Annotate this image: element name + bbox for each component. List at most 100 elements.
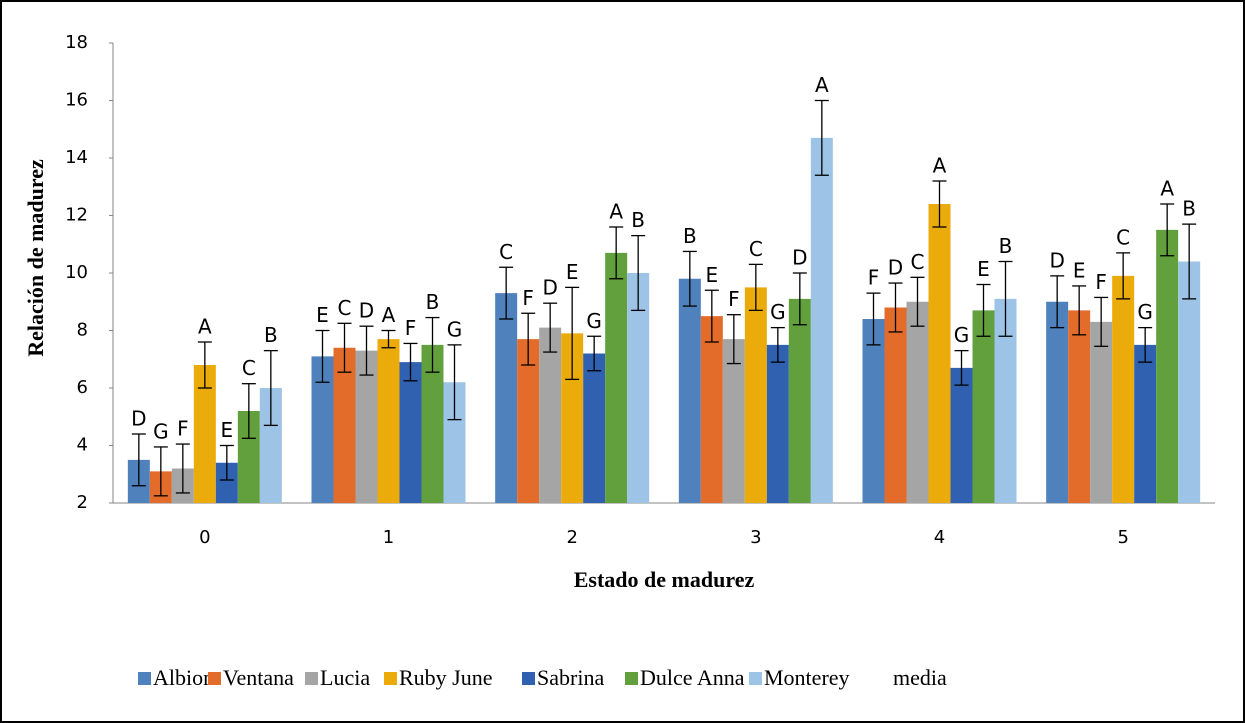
significance-letter: A xyxy=(609,200,623,224)
error-bar xyxy=(792,272,807,326)
error-bar xyxy=(447,344,462,421)
x-tick-label: 4 xyxy=(934,527,945,548)
error-bar xyxy=(1138,326,1153,363)
bar xyxy=(627,273,650,503)
x-tick-label: 2 xyxy=(566,527,577,548)
significance-letter: C xyxy=(499,240,513,264)
legend-label: Ruby June xyxy=(399,665,493,690)
error-bar xyxy=(954,349,969,386)
significance-letter: E xyxy=(316,303,329,327)
error-bar xyxy=(219,444,234,481)
significance-letter: C xyxy=(242,356,256,380)
error-bar xyxy=(565,286,580,381)
error-bar xyxy=(543,302,558,353)
y-axis-title: Relación de madurez xyxy=(23,159,48,357)
significance-letter: G xyxy=(1137,300,1153,324)
bar xyxy=(517,339,540,503)
y-tick-label: 12 xyxy=(65,205,88,226)
significance-letter: B xyxy=(264,323,278,347)
bar xyxy=(884,307,907,503)
error-bar xyxy=(910,276,925,327)
significance-letter: C xyxy=(338,296,352,320)
bar xyxy=(377,339,400,503)
bar xyxy=(862,319,885,503)
legend-swatch xyxy=(871,672,884,685)
error-bar xyxy=(976,283,991,337)
y-tick-label: 6 xyxy=(77,377,88,398)
error-bar xyxy=(337,322,352,373)
error-bar xyxy=(1050,275,1065,329)
error-bar xyxy=(315,329,330,383)
x-axis-title: Estado de madurez xyxy=(574,567,755,592)
legend-swatch xyxy=(305,672,318,685)
significance-letter: D xyxy=(131,407,146,431)
y-tick-label: 4 xyxy=(77,435,88,456)
error-bar xyxy=(609,226,624,280)
error-bar xyxy=(241,383,256,439)
significance-letter: G xyxy=(153,419,169,443)
bar xyxy=(1156,229,1179,503)
error-bar xyxy=(131,433,146,487)
significance-letter: D xyxy=(359,299,374,323)
error-bar xyxy=(1072,285,1087,336)
significance-letter: D xyxy=(542,276,557,300)
error-bar xyxy=(770,326,785,363)
significance-letter: G xyxy=(954,323,970,347)
legend-swatch xyxy=(522,672,535,685)
bar xyxy=(906,301,929,503)
error-bar xyxy=(1182,223,1197,300)
y-tick-label: 10 xyxy=(65,262,88,283)
legend-swatch xyxy=(749,672,762,685)
significance-letter: E xyxy=(221,418,234,442)
y-tick-label: 16 xyxy=(65,90,88,111)
bar xyxy=(1178,261,1201,503)
bar xyxy=(994,298,1017,503)
significance-letter: A xyxy=(933,154,947,178)
bar xyxy=(700,316,723,503)
y-tick-label: 14 xyxy=(65,147,88,168)
significance-letter: D xyxy=(1049,248,1064,272)
significance-letter: B xyxy=(426,290,440,314)
significance-letter: B xyxy=(999,234,1013,258)
legend-label: Lucia xyxy=(320,665,370,690)
x-tick-label: 5 xyxy=(1117,527,1128,548)
bar xyxy=(678,278,701,503)
error-bar xyxy=(403,342,418,382)
legend-swatch xyxy=(208,672,221,685)
error-bar xyxy=(359,325,374,376)
legend-swatch xyxy=(625,672,638,685)
significance-letter: C xyxy=(749,237,763,261)
error-bar xyxy=(587,335,602,372)
bar xyxy=(443,382,466,503)
bar xyxy=(237,411,260,503)
error-bar xyxy=(499,266,514,320)
error-bar xyxy=(153,446,168,497)
significance-letter: F xyxy=(868,266,880,290)
bar xyxy=(311,356,334,503)
error-bar xyxy=(682,250,697,307)
error-bar xyxy=(932,180,947,228)
error-bar xyxy=(748,263,763,312)
bar xyxy=(950,367,973,503)
error-bar xyxy=(197,341,212,389)
bar xyxy=(1112,275,1135,503)
error-bar xyxy=(425,316,440,373)
error-bar xyxy=(1160,203,1175,257)
y-tick-label: 18 xyxy=(65,32,88,53)
error-bar xyxy=(726,314,741,365)
significance-letter: F xyxy=(177,417,189,441)
significance-letter: F xyxy=(1095,270,1107,294)
significance-letter: C xyxy=(911,250,925,274)
significance-letter: B xyxy=(1182,197,1196,221)
bar xyxy=(399,362,422,503)
significance-letter: G xyxy=(770,300,786,324)
bar xyxy=(928,204,951,503)
error-bar xyxy=(814,99,829,176)
error-bar xyxy=(998,260,1013,337)
bar xyxy=(605,252,628,503)
bar xyxy=(333,347,356,503)
y-tick-label: 8 xyxy=(77,320,88,341)
bar xyxy=(355,350,378,503)
bar xyxy=(583,353,606,503)
bar xyxy=(744,287,767,503)
